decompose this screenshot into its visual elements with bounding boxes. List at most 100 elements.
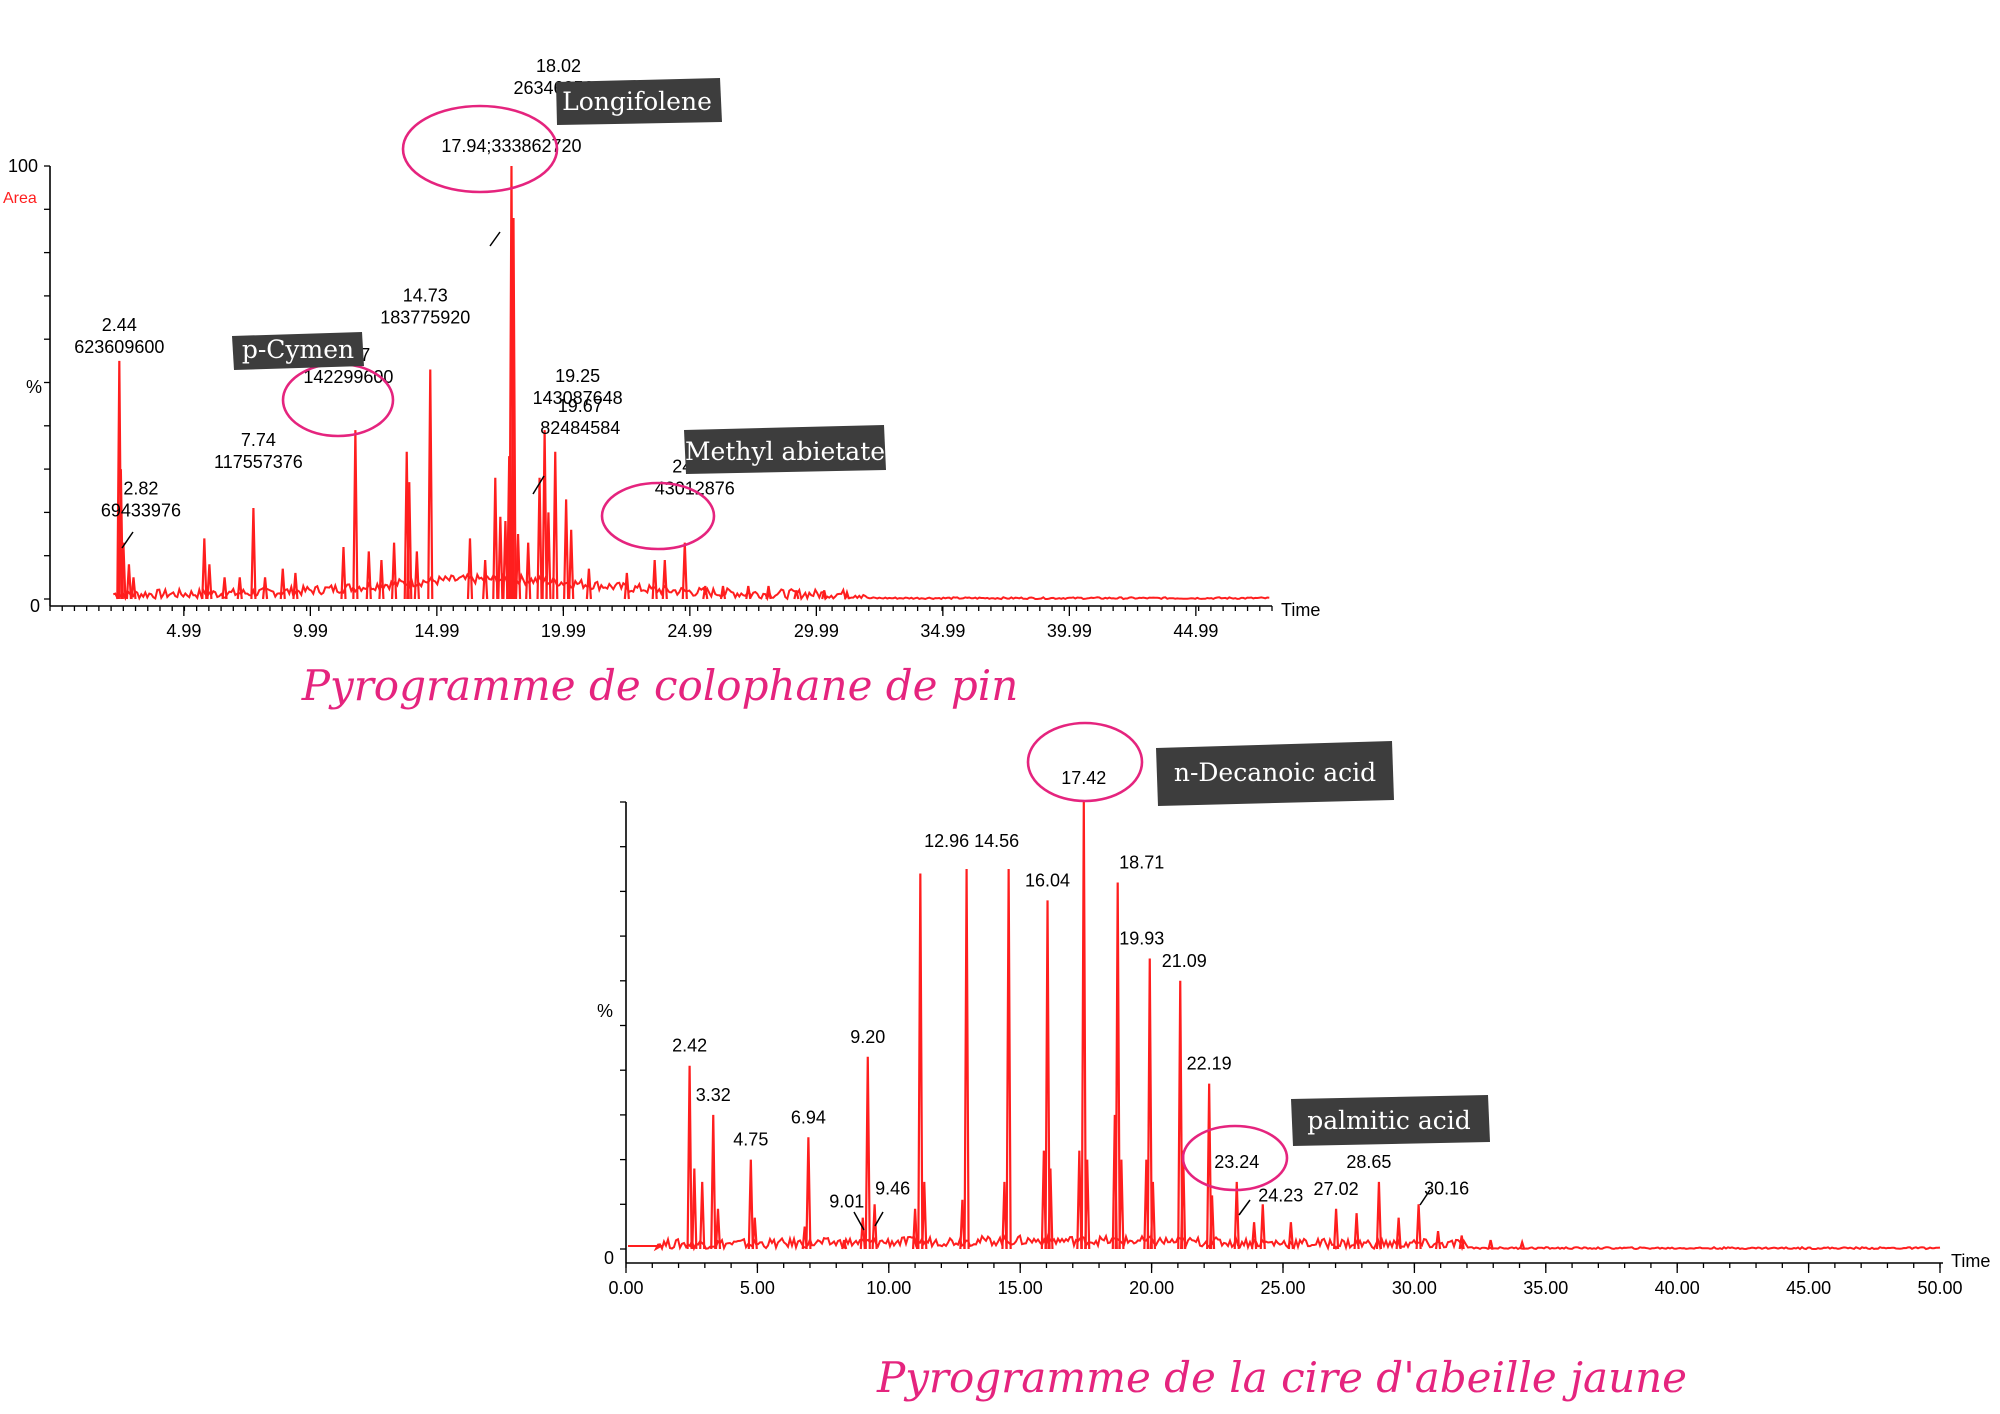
minor-peak: [365, 551, 372, 600]
peak-label-area: 69433976: [101, 500, 181, 520]
peak-6.94: [805, 1137, 812, 1250]
y-ticks-cire: [620, 801, 626, 1250]
minor-peak: [482, 559, 489, 600]
minor-peak: [466, 538, 474, 600]
minor-peak: [921, 1181, 928, 1250]
peak-18.71: [1114, 882, 1121, 1250]
peak-12.96: [963, 869, 970, 1250]
minor-peak: [1250, 1222, 1258, 1250]
peak-label-rt: 6.94: [791, 1107, 826, 1127]
x-ticks-colophane: 4.99 9.99 14.99 19.99 24.99 29.99 34.99 39.99 44…: [49, 606, 1273, 641]
peak-label-rt: 28.65: [1346, 1152, 1391, 1172]
leader-line: [874, 1211, 884, 1227]
peak-28.65: [1375, 1181, 1383, 1250]
minor-peak: [406, 482, 413, 600]
peak-label-rt: 7.74: [241, 430, 276, 450]
minor-peak: [745, 585, 752, 600]
peak-22.19: [1206, 1083, 1213, 1250]
minor-peak: [563, 499, 570, 600]
tag-background: [1156, 741, 1394, 806]
peak-27.02: [1332, 1208, 1340, 1250]
y-percent-label: %: [597, 1001, 613, 1021]
peak-19.67: [552, 451, 559, 600]
minor-peak: [292, 572, 299, 600]
y-ticks-colophane: [44, 165, 50, 600]
peak-label-rt: 21.09: [1162, 951, 1207, 971]
x-tick-label: 5.00: [740, 1278, 775, 1298]
chart-cire: 0.00 5.00 10.00 15.00 20.00 25.00 30.00 35.00 40…: [597, 721, 1990, 1402]
peak-label-rt: 30.16: [1424, 1178, 1469, 1198]
peak-11.77: [352, 430, 359, 600]
minor-peak: [1458, 1235, 1465, 1250]
caption-cire: Pyrogramme de la cire d'abeille jaune: [876, 1353, 1687, 1402]
leader-line: [489, 231, 501, 247]
minor-peak: [130, 577, 137, 600]
minor-peak: [917, 873, 924, 1250]
x-tick-label: 45.00: [1786, 1278, 1831, 1298]
peak-label-area: 143087648: [533, 388, 623, 408]
y-percent-label: %: [26, 377, 42, 397]
leader-line: [1238, 1199, 1251, 1216]
minor-peak: [536, 477, 543, 600]
tag-background: [1291, 1095, 1490, 1146]
minor-peak: [661, 559, 668, 600]
tag-methyl-abietate: Methyl abietate: [684, 425, 886, 474]
peak-label-rt: 19.67: [558, 396, 603, 416]
x-axis-label: Time: [1951, 1251, 1990, 1271]
minor-peak: [221, 577, 228, 600]
highlight-ring: [1026, 721, 1144, 803]
peak-label-rt: 2.82: [123, 478, 158, 498]
tag-background: [232, 332, 364, 370]
peak-label-area: 43012876: [655, 479, 735, 499]
caption-colophane: Pyrogramme de colophane de pin: [301, 661, 1019, 710]
peak-label-rt: 16.04: [1025, 870, 1070, 890]
minor-peak: [714, 1208, 722, 1250]
trace-cire: [628, 1232, 1941, 1252]
y-zero-label: 0: [30, 596, 40, 616]
tag-label: Methyl abietate: [685, 437, 885, 466]
minor-peak: [492, 477, 499, 600]
minor-peak: [201, 538, 208, 600]
peak-16.04: [1044, 900, 1051, 1250]
tag-n-decanoic-acid: n-Decanoic acid: [1156, 741, 1394, 806]
minor-peak: [413, 551, 420, 600]
peak-24.79: [681, 542, 688, 600]
y-area-label: Area: [3, 190, 37, 207]
minor-peak: [651, 559, 658, 600]
tag-background: [556, 78, 722, 125]
peak-3.32: [710, 1114, 717, 1250]
peak-label-rt: 4.75: [733, 1130, 768, 1150]
minor-peak: [1519, 1238, 1526, 1250]
x-tick-label: 24.99: [667, 621, 712, 641]
peak-label-rt: 19.93: [1119, 928, 1164, 948]
peak-label-rt: 9.46: [875, 1178, 910, 1198]
minor-peak: [1076, 1150, 1083, 1250]
x-tick-label: 29.99: [794, 621, 839, 641]
x-tick-label: 20.00: [1129, 1278, 1174, 1298]
peak-label-rt: 2.42: [672, 1036, 707, 1056]
peak-label-rt: 18.71: [1119, 852, 1164, 872]
chart-colophane: 4.99 9.99 14.99 19.99 24.99 29.99 34.99 39.99 44…: [3, 56, 1320, 710]
peak-9.01: [859, 1217, 866, 1250]
peak-label-rt: 2.44: [102, 315, 137, 335]
peak-label-rt: 14.56: [974, 831, 1019, 851]
highlight-ring: [1181, 1124, 1289, 1192]
tag-palmitic-acid: palmitic acid: [1291, 1095, 1490, 1146]
peak-4.75: [747, 1159, 754, 1250]
peak-label-rt: 14.73: [403, 286, 448, 306]
minor-peak: [236, 577, 243, 600]
peak-label-rt: 17.42: [1061, 768, 1106, 788]
leader-line: [532, 475, 545, 495]
peak-label-area: 183775920: [380, 308, 470, 328]
minor-peak: [568, 529, 575, 600]
peak-label-rt: 17.94;333862720: [441, 136, 581, 156]
x-tick-label: 10.00: [866, 1278, 911, 1298]
minor-peak: [843, 588, 851, 600]
minor-peak: [911, 1208, 919, 1250]
peak-label-rt: 27.02: [1314, 1179, 1359, 1199]
x-axis-label: Time: [1281, 600, 1320, 620]
tag-p-cymen: p-Cymen: [232, 332, 364, 370]
peak-14.73: [427, 369, 434, 600]
minor-peak: [525, 542, 532, 600]
peak-label-rt: 24.23: [1258, 1185, 1303, 1205]
